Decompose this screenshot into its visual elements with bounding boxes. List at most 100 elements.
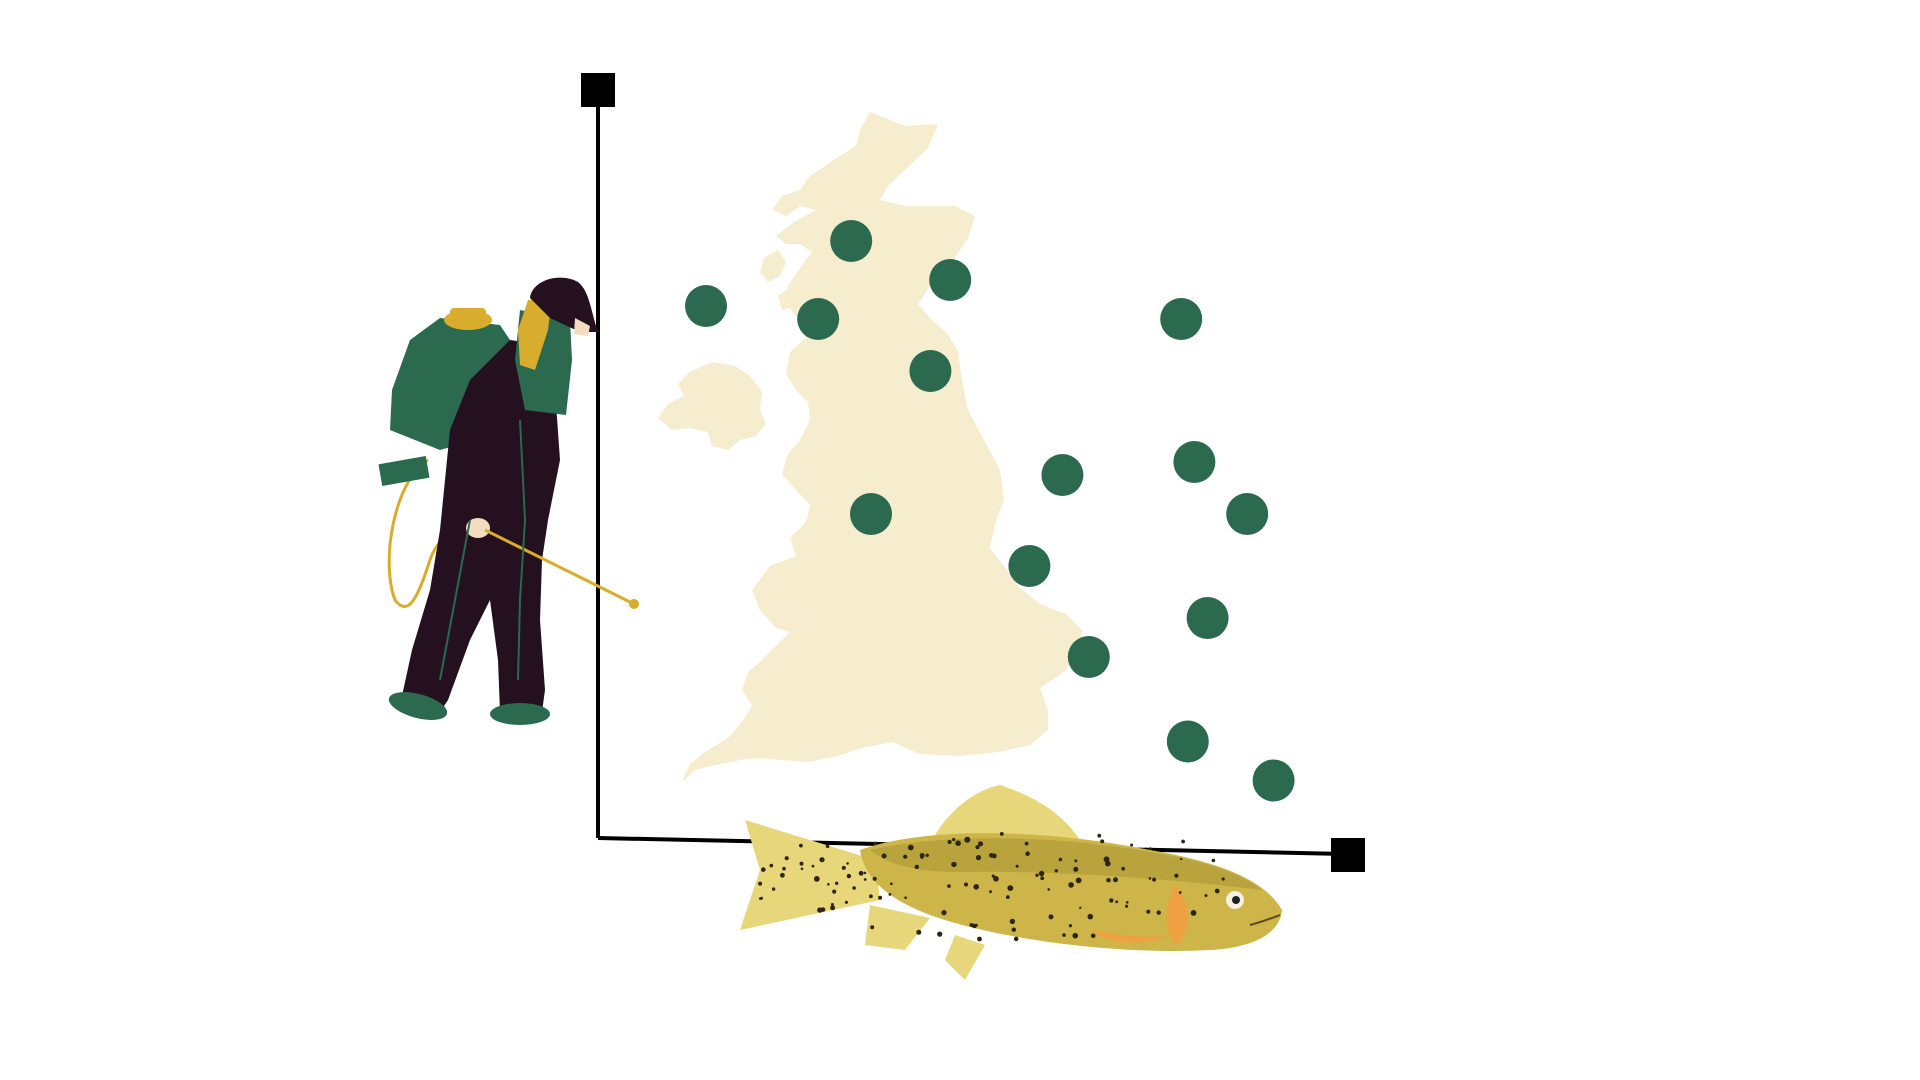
fish-spot — [999, 832, 1004, 836]
fish-spot — [952, 837, 956, 842]
fish-spot — [1097, 833, 1102, 838]
scatter-point-14 — [1166, 720, 1209, 763]
fish-spot — [888, 893, 892, 896]
northern-ireland-shape — [658, 362, 766, 450]
fish-spot — [1204, 894, 1208, 897]
fish-spot — [1007, 885, 1014, 891]
fish-spot — [784, 856, 789, 861]
scatter-point-13 — [1067, 636, 1110, 678]
fish-gill-accent — [1166, 885, 1188, 945]
scatter-point-8 — [1173, 441, 1216, 483]
fish-spot — [1130, 843, 1134, 847]
fish-spot — [830, 905, 836, 911]
fish-spot — [993, 876, 999, 882]
fish-spot — [916, 929, 922, 935]
fish-spots — [758, 832, 1225, 942]
fish-spot — [964, 882, 968, 887]
fish-pupil — [1232, 896, 1240, 904]
fish-spot — [799, 861, 804, 866]
worker-boot-right — [490, 703, 550, 725]
fish-spot — [844, 900, 849, 904]
fish-spot — [852, 886, 856, 890]
worker-arm — [470, 360, 530, 530]
fish-spot — [858, 870, 864, 876]
fish-spot — [1103, 856, 1110, 863]
fish-spot — [920, 855, 924, 859]
fish-spot — [1009, 918, 1016, 925]
fish-spot — [1058, 857, 1063, 862]
fish-spot — [870, 925, 875, 930]
fish-spot — [991, 874, 995, 878]
spray-nozzle — [629, 599, 639, 609]
backpack-cap-top — [450, 308, 486, 322]
fish-spot — [832, 889, 837, 894]
fish-spot — [890, 882, 893, 885]
fish-spot — [1121, 866, 1125, 871]
fish-spot — [769, 863, 774, 868]
fish-spot — [827, 883, 830, 886]
hebrides-shape — [760, 250, 786, 282]
great-britain-shape — [682, 112, 1082, 782]
fish-tail — [740, 820, 880, 930]
fish-spot — [1079, 906, 1082, 909]
fish-spot — [1005, 895, 1010, 899]
fish-spot — [820, 907, 826, 912]
fish-spot — [1087, 913, 1094, 920]
fish-spot — [1062, 933, 1066, 937]
fish-spot — [975, 845, 980, 850]
fish-spot — [782, 866, 786, 871]
fish-spot — [947, 839, 952, 845]
fish-spot — [869, 894, 873, 899]
fish-spot — [1011, 927, 1016, 932]
fish-spot — [1075, 877, 1082, 884]
fish-spot — [863, 871, 867, 875]
fish-spot — [1152, 877, 1157, 882]
scatter-point-15 — [1252, 759, 1295, 802]
fish-anal-fin — [865, 905, 930, 950]
fish-spot — [914, 864, 919, 870]
fish-spot — [941, 910, 947, 916]
fish-pelvic-fin — [945, 935, 985, 980]
scatter-point-1 — [830, 220, 873, 262]
fish-spot — [835, 881, 839, 885]
fish-spot — [813, 876, 820, 882]
fish-spot — [758, 881, 763, 886]
spray-wand — [484, 528, 633, 605]
fish-spot — [977, 936, 982, 942]
fish-dorsal-fin — [935, 785, 1080, 840]
fish-spot — [825, 844, 830, 848]
fish-spot — [1115, 900, 1119, 904]
fish-spot — [973, 884, 979, 890]
worker-hair — [518, 298, 552, 370]
scatter-point-10 — [1008, 545, 1051, 587]
fish-spot — [955, 840, 961, 846]
scatter-point-4 — [797, 298, 840, 340]
fish-spot — [1190, 910, 1197, 916]
fish-spot — [1013, 936, 1019, 942]
fish-spot — [819, 857, 825, 863]
fish-spot — [964, 836, 971, 843]
fish-spot — [863, 878, 867, 881]
fish-spot — [872, 876, 877, 881]
fish-spot — [1214, 888, 1220, 894]
fish-spot — [1180, 857, 1183, 861]
fish-mouth — [1249, 914, 1281, 926]
fish-spot — [1178, 891, 1182, 894]
fish-spot — [1125, 901, 1129, 904]
fish-spot — [947, 884, 951, 888]
fish-spot — [1015, 864, 1019, 868]
fish-spot — [1068, 924, 1072, 928]
fish-spot — [1181, 839, 1185, 844]
fish-spot — [1125, 904, 1129, 908]
uk-map — [658, 112, 1082, 782]
island-shape — [778, 288, 796, 310]
fish-spot — [903, 854, 908, 859]
fish-belly-accent — [1090, 930, 1170, 943]
fish-spot — [841, 865, 846, 870]
wales-shape — [752, 556, 800, 632]
fish-spot — [830, 903, 834, 906]
fish-spot — [1100, 839, 1105, 844]
fish-spot — [1148, 877, 1152, 880]
